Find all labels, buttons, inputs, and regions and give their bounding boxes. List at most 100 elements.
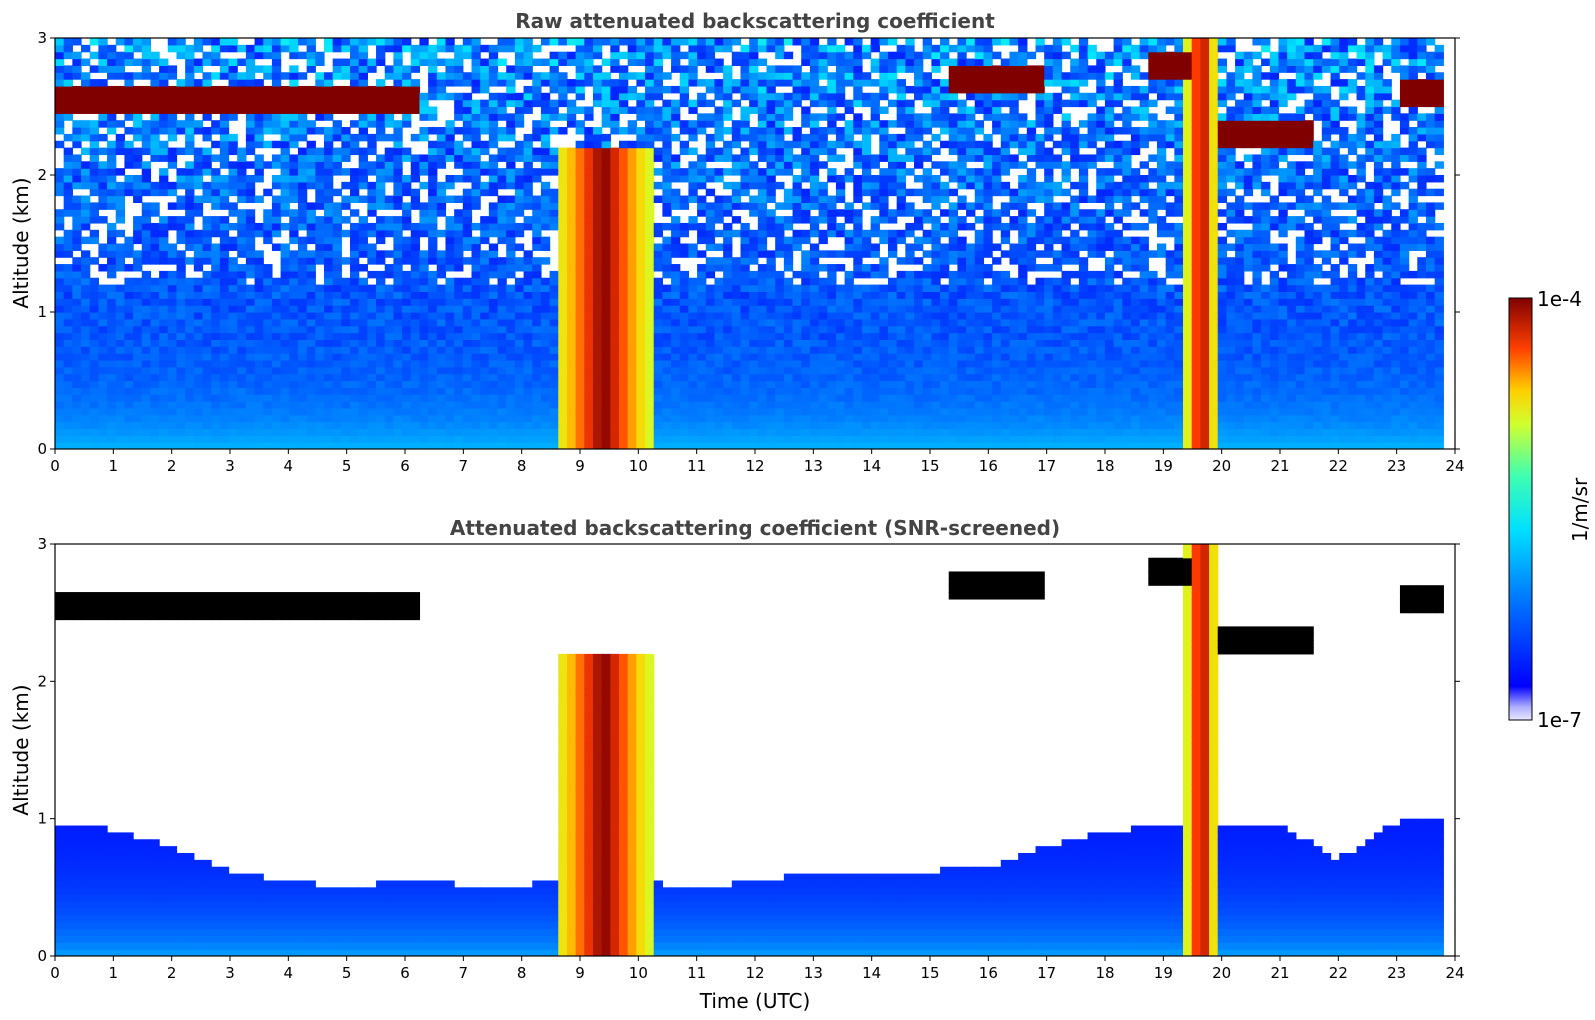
heatmap-cell [219,147,230,156]
heatmap-cell [263,325,273,334]
heatmap-cell [55,99,65,108]
heatmap-cell [462,407,473,416]
heatmap-cell [306,51,316,60]
heatmap-cell [523,407,533,416]
heatmap-cell [323,353,334,361]
heatmap-cell [141,188,152,197]
heatmap-cell [532,414,542,423]
heatmap-cell [410,387,421,395]
heatmap-cell [671,216,681,224]
heatmap-cell [731,414,742,423]
heatmap-cell [55,394,65,402]
heatmap-cell [879,387,889,395]
heatmap-cell [245,85,256,94]
heatmap-cell [749,209,759,217]
heatmap-cell [350,85,360,94]
heatmap-cell [341,202,351,210]
heatmap-cell [124,99,134,108]
heatmap-cell [671,353,681,361]
heatmap-cell [245,359,256,368]
heatmap-cell [566,188,577,197]
heatmap-cell [497,106,507,114]
heatmap-cell [202,243,212,251]
heatmap-cell [462,428,473,436]
heatmap-cell [697,435,707,443]
heatmap-cell [662,127,672,135]
heatmap-cell [723,140,733,149]
heatmap-cell [471,147,481,156]
heatmap-cell [402,387,412,395]
heatmap-cell [705,120,716,128]
heatmap-cell [610,181,620,190]
heatmap-cell [679,407,690,416]
heatmap-cell [193,325,204,334]
heatmap-cell [150,133,160,142]
heatmap-cell [63,195,73,203]
heatmap-cell [98,359,108,368]
heatmap-cell [775,99,785,108]
heatmap-cell [757,181,768,190]
heatmap-cell [488,421,499,430]
heatmap-cell [749,332,759,340]
heatmap-cell [514,243,525,251]
heatmap-cell [705,243,716,251]
heatmap-cell [367,312,377,320]
heatmap-cell [783,305,794,313]
heatmap-cell [723,209,733,217]
heatmap-cell [566,312,577,320]
heatmap-cell [72,106,82,114]
heatmap-cell [376,284,386,293]
heatmap-cell [523,161,533,169]
heatmap-cell [107,414,117,423]
heatmap-cell [731,435,742,443]
heatmap-cell [271,373,282,382]
heatmap-cell [714,318,724,327]
heatmap-cell [697,51,707,60]
heatmap-cell [584,442,594,449]
heatmap-cell [679,175,690,183]
heatmap-cell [688,353,698,361]
heatmap-cell [306,318,316,327]
heatmap-cell [332,421,342,430]
heatmap-cell [558,407,568,416]
heatmap-cell [705,270,716,279]
heatmap-cell [124,85,134,94]
heatmap-cell [636,58,646,66]
heatmap-cell [350,188,360,197]
heatmap-cell [410,195,421,203]
heatmap-cell [436,284,447,293]
heatmap-cell [471,332,481,340]
heatmap-cell [714,264,724,272]
heatmap-cell [280,195,290,203]
heatmap-cell [471,407,481,416]
heatmap-cell [63,92,73,101]
heatmap-cell [766,161,776,169]
heatmap-cell [211,387,221,395]
heatmap-cell [254,414,264,423]
heatmap-cell [627,277,637,286]
heatmap-cell [428,401,438,409]
heatmap-cell [402,428,412,436]
heatmap-cell [870,284,880,293]
heatmap-cell [367,332,377,340]
heatmap-cell [263,99,273,108]
heatmap-cell [566,366,577,375]
heatmap-cell [566,120,577,128]
heatmap-cell [393,421,403,430]
heatmap-cell [150,339,160,347]
heatmap-cell [723,373,733,382]
heatmap-cell [185,85,195,94]
heatmap-cell [679,305,690,313]
heatmap-cell [584,270,594,279]
heatmap-cell [861,243,872,251]
heatmap-cell [679,147,690,156]
heatmap-cell [714,243,724,251]
heatmap-cell [271,175,282,183]
heatmap-cell [480,325,490,334]
heatmap-cell [480,229,490,238]
heatmap-cell [688,332,698,340]
heatmap-cell [775,284,785,293]
heatmap-cell [514,435,525,443]
heatmap-cell [749,133,759,142]
heatmap-cell [480,318,490,327]
